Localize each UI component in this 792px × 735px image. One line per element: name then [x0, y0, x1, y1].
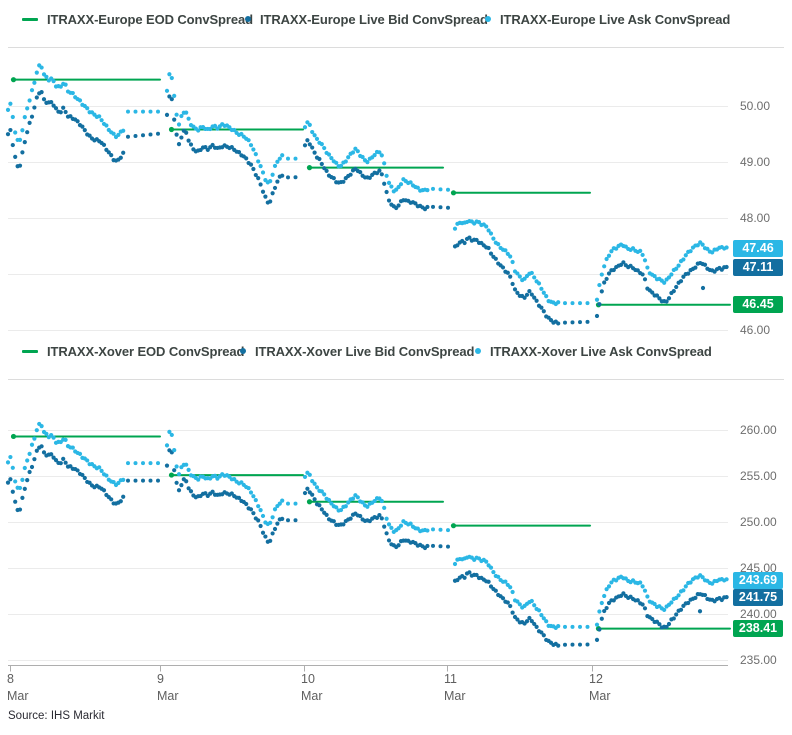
eod-line-swatch-icon — [22, 349, 38, 353]
last-bid-badge: 47.11 — [733, 259, 783, 277]
legend-item-xover-ask[interactable]: ITRAXX-Xover Live Ask ConvSpread — [475, 342, 712, 360]
y-axis-tick-label: 260.00 — [740, 423, 777, 437]
y-axis-tick-label: 250.00 — [740, 515, 777, 529]
last-eod-badge: 238.41 — [733, 620, 783, 638]
legend-item-xover-eod[interactable]: ITRAXX-Xover EOD ConvSpread — [22, 342, 245, 360]
eod-line-swatch-icon — [22, 17, 38, 21]
x-axis-month-label: Mar — [301, 689, 323, 703]
chart-europe-top-border — [8, 47, 784, 48]
legend-xover: ITRAXX-Xover EOD ConvSpread ITRAXX-Xover… — [0, 342, 792, 362]
last-bid-badge: 241.75 — [733, 589, 783, 607]
x-axis-day-label: 10 — [301, 672, 315, 686]
y-axis-tick-label: 235.00 — [740, 653, 777, 667]
legend-item-europe-ask[interactable]: ITRAXX-Europe Live Ask ConvSpread — [485, 10, 730, 28]
ask-dot-swatch-icon — [485, 16, 491, 22]
y-axis-tick-label: 255.00 — [740, 469, 777, 483]
x-axis-day-label: 8 — [7, 672, 14, 686]
legend-item-xover-bid[interactable]: ITRAXX-Xover Live Bid ConvSpread — [240, 342, 474, 360]
x-axis-day-label: 12 — [589, 672, 603, 686]
chart-xover-top-border — [8, 379, 784, 380]
bid-dot-swatch-icon — [245, 16, 251, 22]
legend-item-label: ITRAXX-Xover Live Ask ConvSpread — [490, 343, 712, 359]
x-axis-month-label: Mar — [444, 689, 466, 703]
y-axis-tick-label: 49.00 — [740, 155, 771, 169]
last-ask-badge: 47.46 — [733, 239, 783, 257]
legend-europe: ITRAXX-Europe EOD ConvSpread ITRAXX-Euro… — [0, 10, 792, 30]
source-attribution: Source: IHS Markit — [8, 710, 105, 722]
last-eod-badge: 46.45 — [733, 296, 783, 314]
x-axis-month-label: Mar — [7, 689, 29, 703]
legend-item-europe-eod[interactable]: ITRAXX-Europe EOD ConvSpread — [22, 10, 253, 28]
y-axis-tick-label: 48.00 — [740, 211, 771, 225]
y-axis-tick-label: 50.00 — [740, 99, 771, 113]
x-axis-month-label: Mar — [589, 689, 611, 703]
y-axis-tick-label: 240.00 — [740, 607, 777, 621]
last-ask-badge: 243.69 — [733, 571, 783, 589]
x-axis-day-label: 9 — [157, 672, 164, 686]
bid-dot-swatch-icon — [240, 348, 246, 354]
y-axis-tick-label: 245.00 — [740, 561, 777, 575]
ask-dot-swatch-icon — [475, 348, 481, 354]
legend-item-label: ITRAXX-Xover EOD ConvSpread — [47, 343, 245, 359]
x-axis-day-label: 11 — [444, 672, 457, 686]
legend-item-label: ITRAXX-Europe Live Ask ConvSpread — [500, 11, 731, 27]
x-axis-month-label: Mar — [157, 689, 179, 703]
legend-item-label: ITRAXX-Europe Live Bid ConvSpread — [260, 11, 488, 27]
legend-item-label: ITRAXX-Europe EOD ConvSpread — [47, 11, 253, 27]
legend-item-label: ITRAXX-Xover Live Bid ConvSpread — [255, 343, 475, 359]
y-axis-tick-label: 46.00 — [740, 323, 771, 337]
legend-item-europe-bid[interactable]: ITRAXX-Europe Live Bid ConvSpread — [245, 10, 488, 28]
